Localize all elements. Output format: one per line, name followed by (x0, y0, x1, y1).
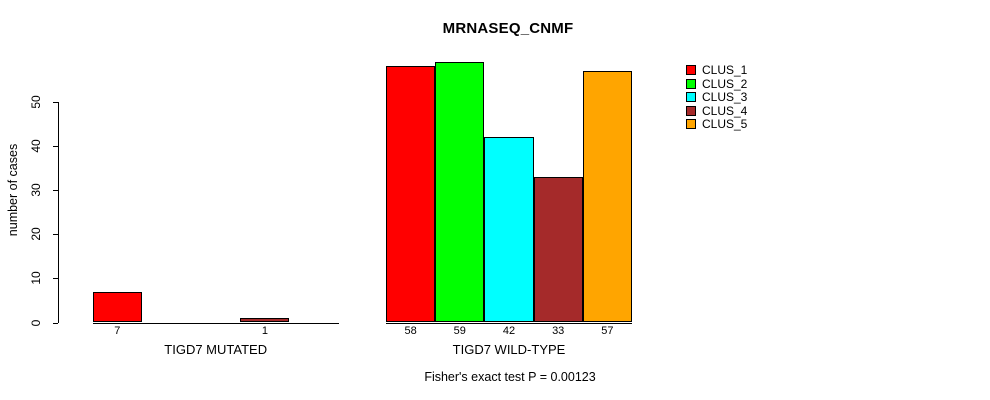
y-axis-label: number of cases (6, 143, 20, 237)
y-axis-tick (52, 278, 58, 280)
y-axis-tick (52, 145, 58, 147)
bar-value-label: 42 (502, 324, 516, 337)
y-axis-tick-label: 50 (29, 94, 43, 109)
y-axis-tick (52, 234, 58, 236)
y-axis-tick-label: 10 (29, 271, 43, 285)
legend-swatch-clus-2 (686, 78, 696, 89)
y-axis-tick-label: 30 (29, 183, 43, 197)
legend-label: CLUS_4 (702, 103, 748, 118)
legend-label: CLUS_5 (702, 117, 748, 131)
group-label: TIGD7 WILD-TYPE (452, 342, 566, 357)
legend-label: CLUS_1 (702, 63, 748, 77)
y-axis-tick-label: 0 (29, 319, 43, 326)
bar-value-label: 59 (453, 324, 466, 337)
bar-clus-4 (533, 176, 583, 323)
annotation-text: Fisher's exact test P = 0.00123 (424, 370, 596, 384)
legend-label: CLUS_2 (702, 76, 748, 91)
bar-value-label: 57 (601, 324, 614, 337)
bar-value-label: 33 (552, 324, 565, 337)
legend-swatch-clus-3 (686, 92, 696, 102)
bar-clus-1 (92, 291, 142, 323)
bar-value-label: 7 (114, 324, 121, 337)
bar-value-label: 58 (404, 324, 417, 337)
legend-swatch-clus-5 (686, 119, 696, 129)
legend-swatch-clus-1 (686, 65, 696, 75)
y-axis-tick (52, 189, 58, 191)
legend-label: CLUS_3 (702, 90, 748, 104)
bar-clus-1 (386, 66, 436, 323)
y-axis-tick-label: 40 (29, 139, 43, 153)
x-baseline (386, 322, 632, 324)
group-label: TIGD7 MUTATED (164, 342, 268, 357)
y-axis-tick (52, 101, 58, 103)
bar-clus-5 (582, 70, 632, 323)
y-axis-tick (52, 322, 58, 324)
y-axis-tick-label: 20 (29, 227, 43, 241)
bar-clus-2 (435, 61, 485, 323)
x-baseline (92, 322, 339, 324)
legend-swatch-clus-4 (686, 105, 696, 116)
y-axis-line (57, 101, 59, 323)
bar-clus-4 (240, 318, 290, 323)
bar-clus-3 (484, 136, 534, 323)
bar-value-label: 1 (261, 324, 268, 337)
chart-title: MRNASEQ_CNMF (442, 20, 574, 37)
